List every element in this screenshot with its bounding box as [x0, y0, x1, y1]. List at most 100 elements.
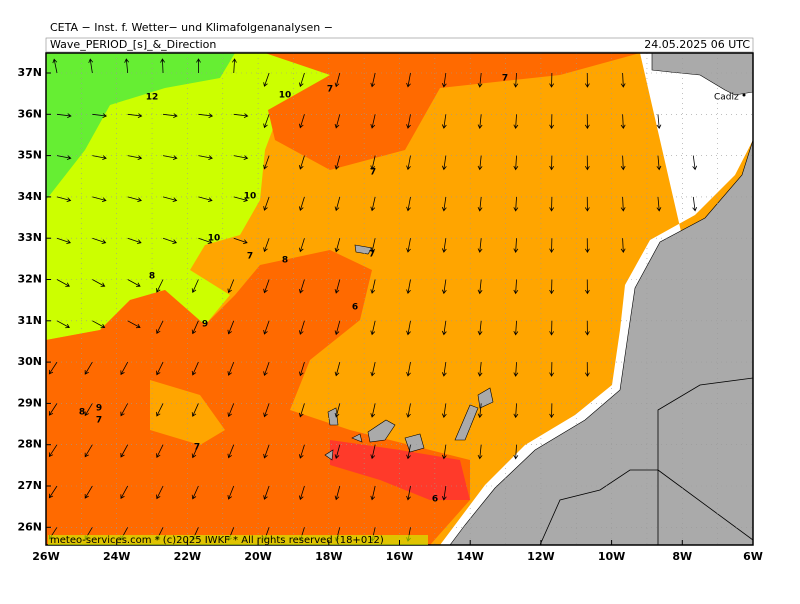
arrow [370, 196, 376, 212]
arrow [227, 361, 235, 376]
arrow [477, 196, 483, 212]
arrow [298, 320, 305, 335]
arrow [156, 485, 164, 500]
contour-label: 8 [149, 272, 155, 282]
title: CETA − Inst. f. Wetter− und Klimafolgena… [50, 21, 333, 34]
arrow [334, 485, 341, 501]
arrow [549, 114, 555, 130]
arrow [406, 403, 411, 418]
footer-bg [48, 535, 428, 545]
arrow [370, 238, 376, 253]
arrow [127, 113, 143, 119]
lon-label: 26W [32, 550, 59, 563]
arrow [370, 155, 376, 171]
region-yellow [46, 53, 360, 340]
contour-label: 7 [369, 250, 375, 260]
arrow [298, 196, 305, 212]
arrow [127, 155, 143, 161]
arrow [56, 196, 72, 203]
contour-label: 12 [146, 93, 159, 103]
arrow [406, 320, 411, 336]
contour-label: 7 [194, 443, 200, 453]
arrow [370, 485, 376, 501]
arrow [549, 362, 555, 377]
arrow [513, 320, 519, 336]
arrow [441, 72, 447, 88]
place-marker [742, 93, 746, 97]
islands [324, 244, 494, 461]
arrow [406, 72, 411, 88]
arrow [406, 279, 411, 295]
contour-label: 7 [96, 416, 102, 426]
arrow [406, 362, 411, 377]
arrow [334, 72, 341, 88]
arrow [477, 362, 483, 377]
arrow [513, 72, 519, 88]
arrow [620, 155, 626, 171]
arrow [441, 279, 447, 295]
arrow [584, 238, 590, 253]
lat-label: 37N [17, 66, 42, 79]
lon-label: 22W [174, 550, 201, 563]
arrow [477, 279, 483, 295]
contour-label: 7 [502, 74, 508, 84]
arrow [92, 155, 107, 161]
arrow [52, 58, 58, 74]
arrow [513, 279, 519, 295]
land-africa [449, 139, 753, 545]
arrow [263, 196, 270, 211]
arrow [584, 72, 590, 88]
arrow [549, 155, 555, 171]
arrow [513, 403, 519, 419]
arrow [232, 58, 237, 74]
arrow [191, 279, 199, 293]
lon-label: 8W [672, 550, 692, 563]
arrow [584, 320, 590, 336]
arrow [227, 444, 235, 459]
arrow [56, 113, 72, 119]
lat-label: 28N [17, 438, 42, 451]
arrow [298, 114, 305, 129]
arrow [263, 114, 270, 129]
arrow [370, 444, 376, 460]
arrow [513, 444, 519, 460]
arrow [163, 113, 178, 119]
arrow [298, 485, 305, 501]
arrow [620, 196, 626, 212]
contour-label: 9 [96, 404, 102, 414]
arrow [584, 362, 590, 377]
contour-label: 10 [279, 91, 292, 101]
arrow [124, 58, 130, 74]
border [657, 469, 753, 541]
contour-label: 10 [244, 192, 257, 202]
arrow [191, 361, 199, 376]
direction-arrows [46, 53, 753, 545]
arrow [233, 113, 249, 119]
arrow [120, 403, 129, 417]
arrow [156, 403, 164, 417]
arrow [162, 155, 178, 161]
arrow [233, 155, 249, 161]
arrow [513, 196, 519, 212]
datetime: 24.05.2025 06 UTC [644, 38, 750, 51]
arrow [370, 403, 376, 418]
lat-label: 31N [17, 314, 42, 327]
arrow [513, 155, 519, 171]
arrow [477, 403, 483, 419]
arrow [156, 320, 164, 335]
arrow [406, 444, 411, 460]
arrow [263, 238, 270, 253]
arrow [198, 155, 213, 161]
arrow [127, 320, 141, 329]
arrow [298, 444, 305, 459]
arrow [48, 403, 58, 416]
arrow [656, 114, 662, 130]
place-label: Cadiz [714, 93, 739, 103]
contour-label: 7 [247, 252, 253, 262]
arrow [198, 196, 213, 203]
arrow [441, 444, 447, 460]
arrow [127, 237, 142, 244]
lon-label: 10W [598, 550, 625, 563]
arrow [84, 485, 93, 499]
arrow [477, 114, 483, 129]
